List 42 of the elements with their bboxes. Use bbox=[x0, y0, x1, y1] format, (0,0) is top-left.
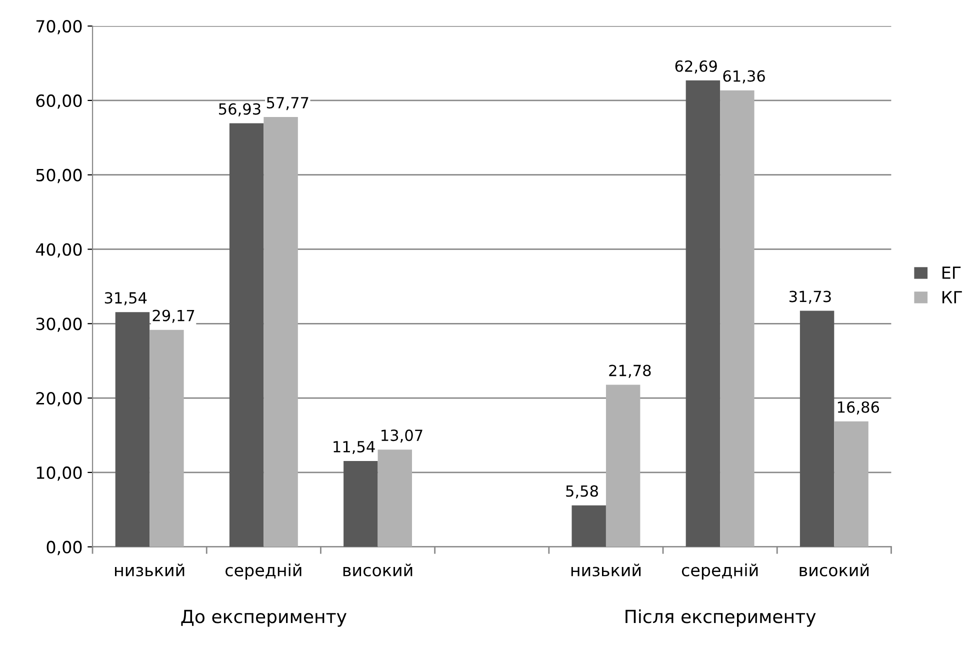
data-label: 16,86 bbox=[838, 401, 880, 414]
data-label: 61,36 bbox=[723, 70, 765, 84]
data-label: 62,69 bbox=[675, 60, 717, 74]
data-label: 13,07 bbox=[382, 430, 422, 443]
bar bbox=[115, 312, 150, 547]
x-tick-label: середній bbox=[682, 564, 758, 580]
y-tick-label: 0,00 bbox=[46, 540, 82, 556]
bar bbox=[720, 90, 754, 547]
bar bbox=[606, 384, 640, 547]
data-label: 21,78 bbox=[609, 364, 651, 378]
bar bbox=[344, 460, 378, 547]
data-label: 56,93 bbox=[219, 103, 260, 116]
text: До експерименту bbox=[181, 610, 346, 627]
data-label: 11,54 bbox=[334, 441, 375, 454]
y-tick-label: 30,00 bbox=[36, 318, 82, 332]
bar bbox=[834, 421, 868, 547]
y-tick-label: 20,00 bbox=[36, 392, 82, 406]
bar bbox=[264, 117, 298, 547]
y-tick-label: 50,00 bbox=[36, 168, 82, 184]
x-tick-label: низький bbox=[115, 564, 184, 576]
x-tick-label: середній bbox=[226, 564, 302, 580]
bar bbox=[378, 450, 412, 547]
y-tick-label: 40,00 bbox=[36, 243, 82, 258]
text: Після експерименту bbox=[626, 609, 816, 627]
legend-label: КГ bbox=[942, 291, 962, 304]
data-label: 31,73 bbox=[789, 290, 831, 304]
data-label: 57,77 bbox=[266, 97, 308, 110]
y-tick-label: 60,00 bbox=[36, 94, 82, 109]
y-tick-label: 70,00 bbox=[36, 20, 82, 34]
legend-label: ЕГ bbox=[942, 266, 961, 279]
x-tick-label: високий bbox=[800, 564, 869, 576]
bar bbox=[686, 80, 720, 547]
bar bbox=[150, 330, 184, 547]
bar bbox=[572, 505, 606, 547]
data-label: 29,17 bbox=[152, 310, 194, 323]
x-tick-label: низький bbox=[571, 564, 641, 576]
data-label: 5,58 bbox=[566, 485, 598, 498]
data-label: 31,54 bbox=[104, 292, 147, 306]
x-tick-label: високий bbox=[343, 564, 412, 576]
y-tick-label: 10,00 bbox=[36, 466, 82, 481]
bar bbox=[800, 310, 834, 547]
bar bbox=[229, 123, 264, 547]
